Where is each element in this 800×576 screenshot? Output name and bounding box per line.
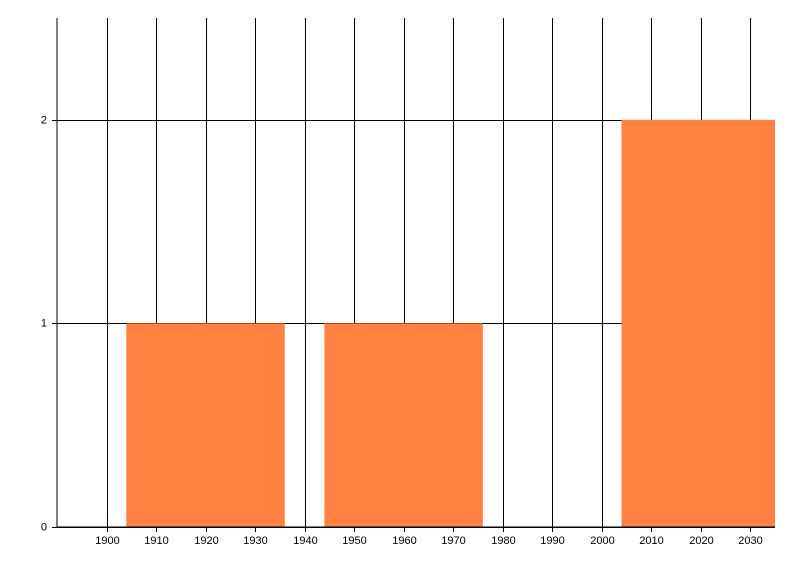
x-tick-label: 1900 — [95, 535, 119, 547]
y-tick-label: 0 — [41, 521, 47, 533]
x-tick-label: 1920 — [194, 535, 218, 547]
x-tick-label: 1940 — [293, 535, 317, 547]
x-tick-label: 2010 — [639, 535, 663, 547]
x-tick-label: 2000 — [590, 535, 614, 547]
x-tick-label: 1910 — [144, 535, 168, 547]
x-tick-label: 1930 — [243, 535, 267, 547]
x-tick-label: 1950 — [342, 535, 366, 547]
x-tick-label: 1980 — [491, 535, 515, 547]
bar — [621, 119, 775, 527]
bar — [324, 323, 483, 527]
x-tick-label: 2030 — [738, 535, 762, 547]
bars — [126, 119, 775, 527]
x-tick-label: 1970 — [441, 535, 465, 547]
y-tick-label: 2 — [41, 114, 47, 126]
bar — [126, 323, 285, 527]
y-tick-label: 1 — [41, 317, 47, 329]
x-tick-label: 1960 — [392, 535, 416, 547]
x-tick-label: 1990 — [540, 535, 564, 547]
x-tick-label: 2020 — [689, 535, 713, 547]
axes: 1900 1910 1920 1930 1940 1950 1960 1970 1980 1990… — [41, 18, 775, 547]
